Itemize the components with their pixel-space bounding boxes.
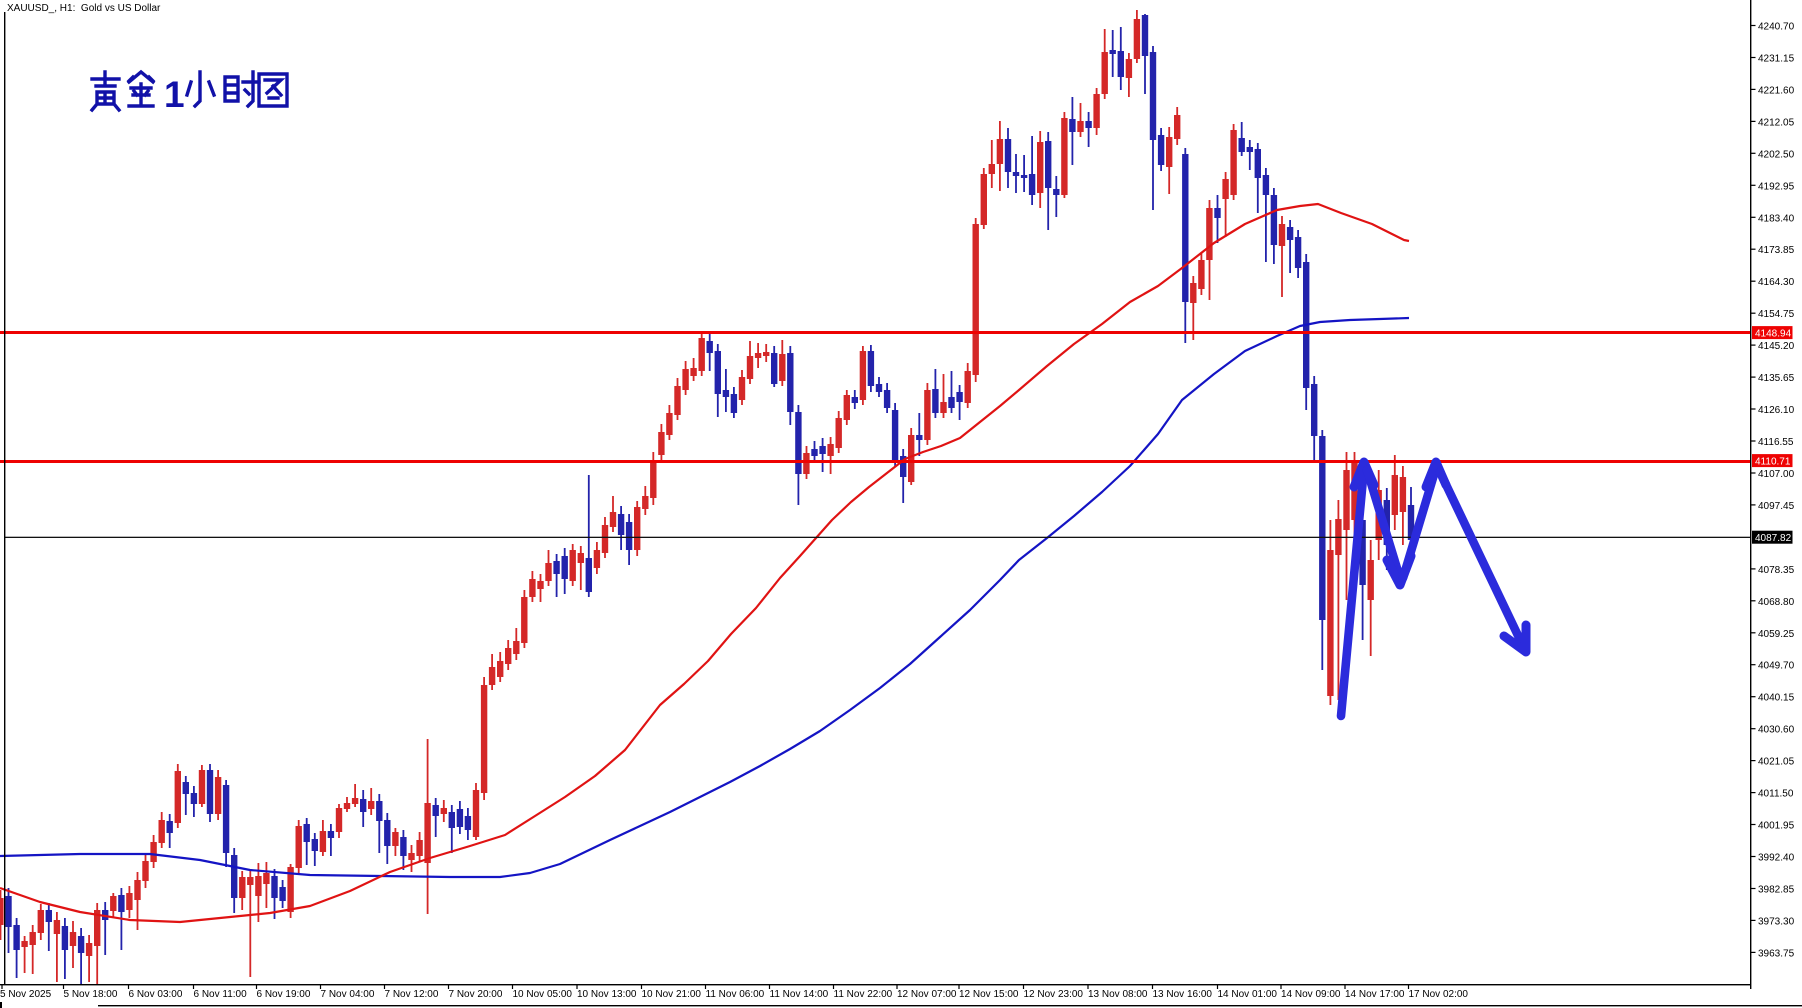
svg-text:14 Nov 01:00: 14 Nov 01:00 [1218,989,1278,1000]
svg-text:12 Nov 23:00: 12 Nov 23:00 [1024,989,1084,1000]
svg-text:4240.70: 4240.70 [1758,22,1795,33]
svg-text:4078.35: 4078.35 [1758,565,1795,576]
svg-text:4192.95: 4192.95 [1758,181,1795,192]
svg-text:5 Nov 18:00: 5 Nov 18:00 [64,989,118,1000]
svg-text:14 Nov 17:00: 14 Nov 17:00 [1345,989,1405,1000]
svg-text:4059.25: 4059.25 [1758,629,1795,640]
svg-text:6 Nov 11:00: 6 Nov 11:00 [194,989,248,1000]
svg-text:10 Nov 21:00: 10 Nov 21:00 [642,989,702,1000]
svg-text:11 Nov 06:00: 11 Nov 06:00 [706,989,765,1000]
svg-text:4011.50: 4011.50 [1758,789,1794,800]
svg-text:4068.80: 4068.80 [1758,597,1795,608]
svg-text:14 Nov 09:00: 14 Nov 09:00 [1281,989,1341,1000]
svg-text:13 Nov 08:00: 13 Nov 08:00 [1088,989,1148,1000]
svg-text:1: 1 [164,74,185,115]
svg-text:XAUUSD_, H1: Gold vs US Dolla: XAUUSD_, H1: Gold vs US Dollar [7,3,161,14]
svg-text:3963.75: 3963.75 [1758,948,1795,959]
svg-text:17 Nov 02:00: 17 Nov 02:00 [1409,989,1469,1000]
svg-text:12 Nov 07:00: 12 Nov 07:00 [897,989,957,1000]
svg-text:4021.05: 4021.05 [1758,757,1795,768]
svg-text:4202.50: 4202.50 [1758,149,1795,160]
svg-text:11 Nov 22:00: 11 Nov 22:00 [834,989,893,1000]
svg-text:10 Nov 13:00: 10 Nov 13:00 [577,989,637,1000]
svg-text:4173.85: 4173.85 [1758,245,1795,256]
svg-text:4030.60: 4030.60 [1758,725,1795,736]
svg-text:7 Nov 12:00: 7 Nov 12:00 [385,989,439,1000]
svg-text:4148.94: 4148.94 [1755,329,1792,340]
svg-text:4116.55: 4116.55 [1758,437,1794,448]
svg-text:4164.30: 4164.30 [1758,277,1795,288]
svg-text:4040.15: 4040.15 [1758,693,1795,704]
svg-text:11 Nov 14:00: 11 Nov 14:00 [770,989,829,1000]
svg-text:4107.00: 4107.00 [1758,469,1795,480]
svg-text:4126.10: 4126.10 [1758,405,1795,416]
svg-text:4231.15: 4231.15 [1758,54,1795,65]
svg-text:7 Nov 04:00: 7 Nov 04:00 [321,989,375,1000]
svg-text:4212.05: 4212.05 [1758,117,1795,128]
svg-text:4145.20: 4145.20 [1758,341,1795,352]
svg-text:13 Nov 16:00: 13 Nov 16:00 [1153,989,1213,1000]
svg-text:7 Nov 20:00: 7 Nov 20:00 [449,989,503,1000]
svg-text:4154.75: 4154.75 [1758,309,1795,320]
svg-text:12 Nov 15:00: 12 Nov 15:00 [959,989,1019,1000]
svg-text:5 Nov 2025: 5 Nov 2025 [0,989,52,1000]
svg-text:4087.82: 4087.82 [1755,533,1792,544]
svg-text:4049.70: 4049.70 [1758,661,1795,672]
svg-text:4001.95: 4001.95 [1758,821,1795,832]
svg-text:6 Nov 03:00: 6 Nov 03:00 [129,989,183,1000]
svg-text:6 Nov 19:00: 6 Nov 19:00 [257,989,311,1000]
svg-text:4135.65: 4135.65 [1758,373,1795,384]
svg-text:4221.60: 4221.60 [1758,85,1795,96]
svg-text:10 Nov 05:00: 10 Nov 05:00 [513,989,573,1000]
svg-text:4183.40: 4183.40 [1758,213,1795,224]
svg-text:4110.71: 4110.71 [1755,457,1791,468]
svg-text:3992.40: 3992.40 [1758,853,1795,864]
svg-text:3982.85: 3982.85 [1758,885,1795,896]
svg-text:4097.45: 4097.45 [1758,501,1795,512]
svg-text:3973.30: 3973.30 [1758,916,1795,927]
